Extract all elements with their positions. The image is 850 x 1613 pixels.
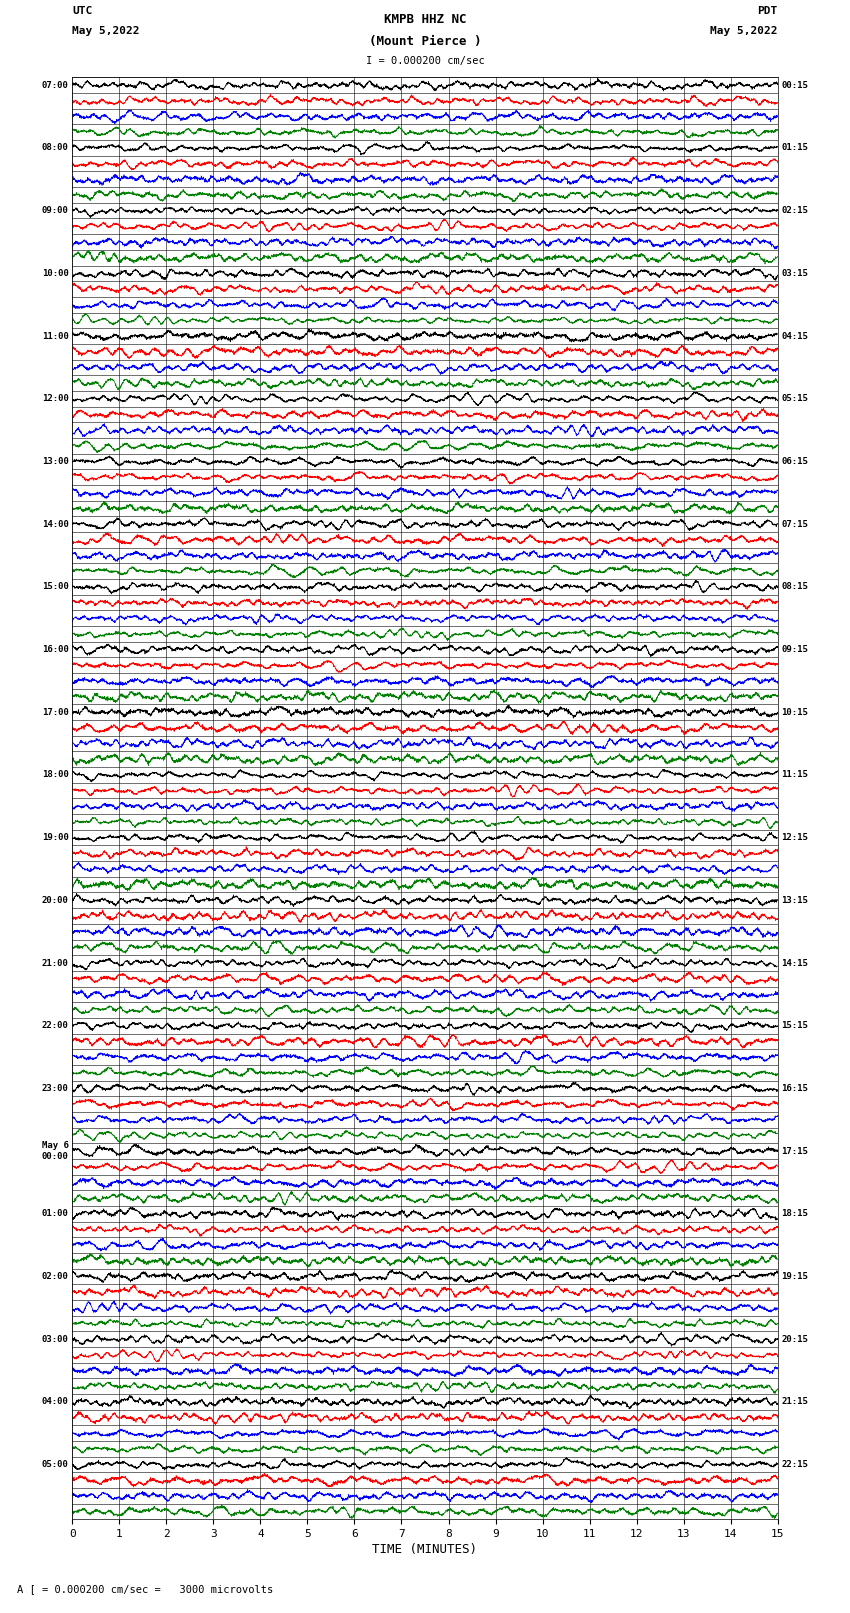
Text: 15:00: 15:00: [42, 582, 69, 592]
Text: A [ = 0.000200 cm/sec =   3000 microvolts: A [ = 0.000200 cm/sec = 3000 microvolts: [17, 1584, 273, 1594]
Text: (Mount Pierce ): (Mount Pierce ): [369, 35, 481, 48]
Text: 09:00: 09:00: [42, 206, 69, 215]
Text: 10:15: 10:15: [781, 708, 808, 716]
Text: 03:15: 03:15: [781, 269, 808, 277]
Text: 22:00: 22:00: [42, 1021, 69, 1031]
Text: 07:15: 07:15: [781, 519, 808, 529]
Text: 02:00: 02:00: [42, 1273, 69, 1281]
Text: 20:00: 20:00: [42, 895, 69, 905]
Text: 19:00: 19:00: [42, 834, 69, 842]
Text: 11:15: 11:15: [781, 771, 808, 779]
Text: 12:15: 12:15: [781, 834, 808, 842]
Text: 09:15: 09:15: [781, 645, 808, 653]
Text: 21:15: 21:15: [781, 1397, 808, 1407]
Text: 05:15: 05:15: [781, 394, 808, 403]
Text: 20:15: 20:15: [781, 1334, 808, 1344]
Text: 07:00: 07:00: [42, 81, 69, 90]
Text: 01:00: 01:00: [42, 1210, 69, 1218]
Text: 04:15: 04:15: [781, 332, 808, 340]
Text: 05:00: 05:00: [42, 1460, 69, 1469]
Text: 16:15: 16:15: [781, 1084, 808, 1094]
Text: 16:00: 16:00: [42, 645, 69, 653]
Text: 19:15: 19:15: [781, 1273, 808, 1281]
Text: 14:15: 14:15: [781, 958, 808, 968]
Text: 08:00: 08:00: [42, 144, 69, 153]
Text: May 5,2022: May 5,2022: [711, 26, 778, 35]
Text: 18:15: 18:15: [781, 1210, 808, 1218]
Text: 08:15: 08:15: [781, 582, 808, 592]
Text: 02:15: 02:15: [781, 206, 808, 215]
Text: 03:00: 03:00: [42, 1334, 69, 1344]
Text: PDT: PDT: [757, 6, 778, 16]
Text: 06:15: 06:15: [781, 456, 808, 466]
Text: 00:15: 00:15: [781, 81, 808, 90]
Text: 23:00: 23:00: [42, 1084, 69, 1094]
Text: May 5,2022: May 5,2022: [72, 26, 139, 35]
Text: May 6
00:00: May 6 00:00: [42, 1142, 69, 1161]
Text: 13:15: 13:15: [781, 895, 808, 905]
Text: KMPB HHZ NC: KMPB HHZ NC: [383, 13, 467, 26]
Text: 17:00: 17:00: [42, 708, 69, 716]
Text: 22:15: 22:15: [781, 1460, 808, 1469]
Text: 12:00: 12:00: [42, 394, 69, 403]
Text: 17:15: 17:15: [781, 1147, 808, 1155]
Text: UTC: UTC: [72, 6, 93, 16]
Text: 21:00: 21:00: [42, 958, 69, 968]
Text: I = 0.000200 cm/sec: I = 0.000200 cm/sec: [366, 56, 484, 66]
Text: 13:00: 13:00: [42, 456, 69, 466]
Text: 04:00: 04:00: [42, 1397, 69, 1407]
X-axis label: TIME (MINUTES): TIME (MINUTES): [372, 1544, 478, 1557]
Text: 14:00: 14:00: [42, 519, 69, 529]
Text: 01:15: 01:15: [781, 144, 808, 153]
Text: 10:00: 10:00: [42, 269, 69, 277]
Text: 18:00: 18:00: [42, 771, 69, 779]
Text: 15:15: 15:15: [781, 1021, 808, 1031]
Text: 11:00: 11:00: [42, 332, 69, 340]
